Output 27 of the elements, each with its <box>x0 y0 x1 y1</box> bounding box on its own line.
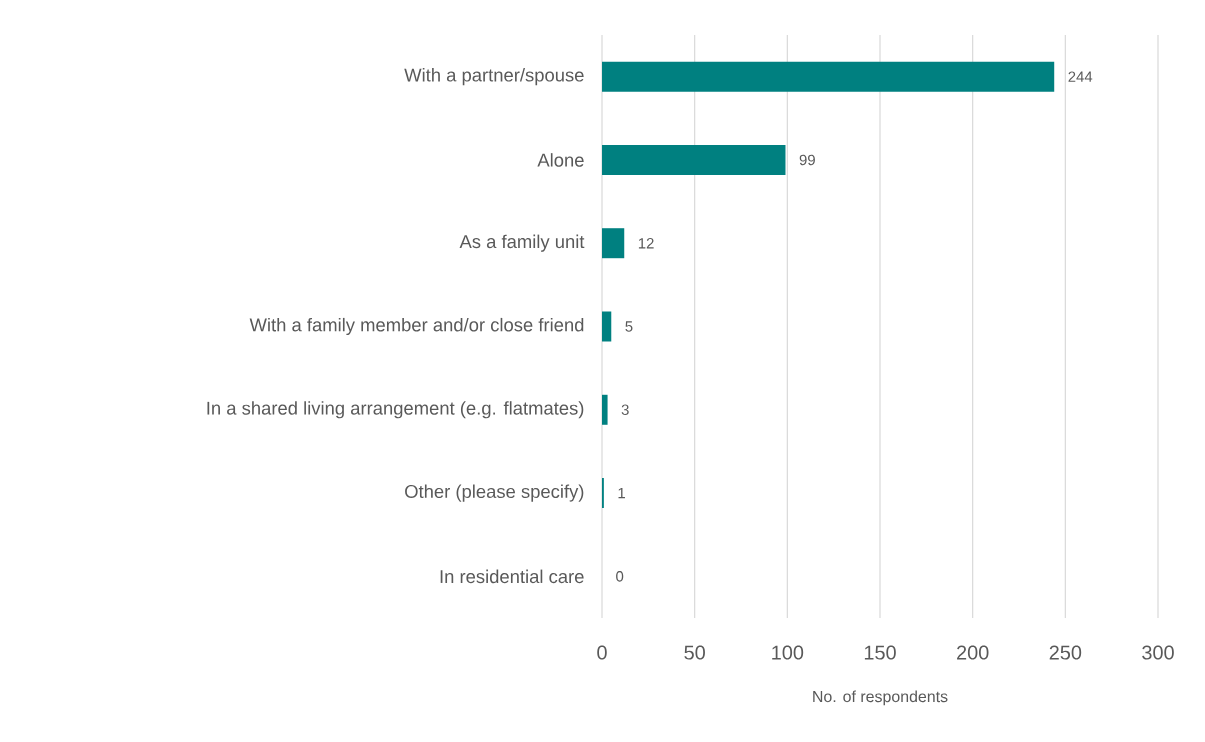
data-label: 12 <box>638 237 654 249</box>
bar <box>602 144 786 175</box>
x-tick-label: 200 <box>957 645 989 660</box>
bar <box>602 228 625 259</box>
y-tick-label: In residential care <box>440 569 584 584</box>
y-tick-label: With a partner/spouse <box>404 68 584 86</box>
x-tick-label: 0 <box>597 645 607 660</box>
data-label: 5 <box>625 321 633 332</box>
x-tick-label: 300 <box>1142 645 1174 660</box>
x-tick-label: 50 <box>684 645 705 660</box>
x-tick-label: 250 <box>1049 645 1082 660</box>
bar <box>602 61 1055 92</box>
x-tick-label: 100 <box>772 645 804 660</box>
x-axis-title: No. of respondents <box>813 690 948 706</box>
y-tick-label: In a shared living arrangement (e.g. flatmates) <box>207 401 584 419</box>
data-label: 0 <box>616 571 624 582</box>
data-label: 1 <box>618 487 625 499</box>
y-tick-label: As a family unit <box>459 234 585 252</box>
x-tick-label: 150 <box>864 645 896 660</box>
y-tick-label: Other (please specify) <box>405 484 584 502</box>
data-label: 99 <box>799 154 815 166</box>
y-tick-label: With a family member and/or close friend <box>249 317 584 336</box>
data-label: 3 <box>621 404 629 416</box>
data-label: 244 <box>1068 71 1093 82</box>
bar <box>602 394 608 425</box>
bar <box>602 311 612 342</box>
y-tick-label: Alone <box>537 153 584 167</box>
